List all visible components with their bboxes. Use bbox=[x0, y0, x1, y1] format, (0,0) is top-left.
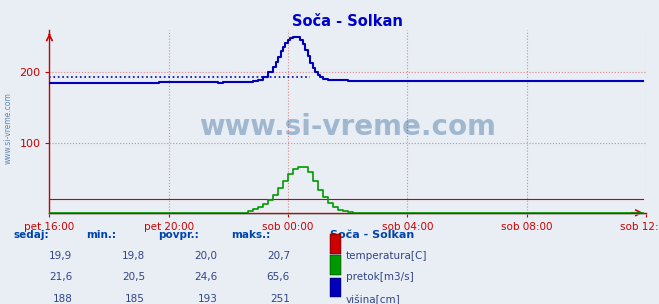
Text: temperatura[C]: temperatura[C] bbox=[346, 251, 428, 261]
Text: sedaj:: sedaj: bbox=[13, 230, 49, 240]
Text: Soča - Solkan: Soča - Solkan bbox=[330, 230, 414, 240]
Title: Soča - Solkan: Soča - Solkan bbox=[292, 14, 403, 29]
Text: www.si-vreme.com: www.si-vreme.com bbox=[199, 113, 496, 141]
Text: 20,5: 20,5 bbox=[122, 272, 145, 282]
Text: 24,6: 24,6 bbox=[194, 272, 217, 282]
Text: 188: 188 bbox=[53, 294, 72, 304]
Text: 20,0: 20,0 bbox=[194, 251, 217, 261]
Text: povpr.:: povpr.: bbox=[158, 230, 199, 240]
Text: 20,7: 20,7 bbox=[267, 251, 290, 261]
Text: 19,8: 19,8 bbox=[122, 251, 145, 261]
Text: 193: 193 bbox=[198, 294, 217, 304]
Text: www.si-vreme.com: www.si-vreme.com bbox=[3, 92, 13, 164]
Text: 21,6: 21,6 bbox=[49, 272, 72, 282]
Text: pretok[m3/s]: pretok[m3/s] bbox=[346, 272, 414, 282]
Text: 251: 251 bbox=[270, 294, 290, 304]
Text: 65,6: 65,6 bbox=[267, 272, 290, 282]
Text: 19,9: 19,9 bbox=[49, 251, 72, 261]
Text: višina[cm]: višina[cm] bbox=[346, 294, 401, 304]
Text: min.:: min.: bbox=[86, 230, 116, 240]
Text: 185: 185 bbox=[125, 294, 145, 304]
Text: maks.:: maks.: bbox=[231, 230, 270, 240]
